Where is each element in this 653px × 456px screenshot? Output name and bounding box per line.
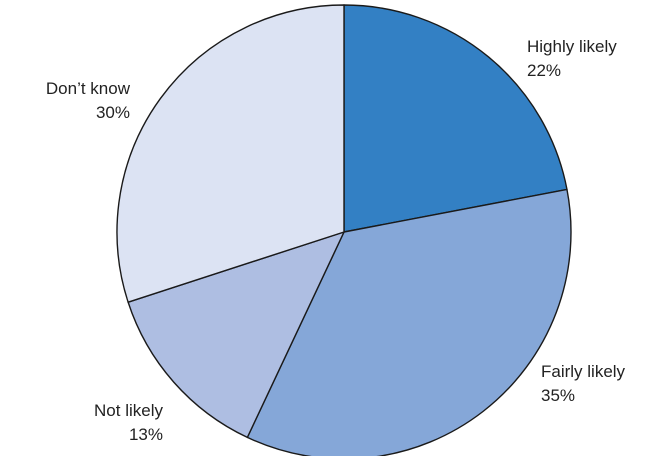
pie-labels: Highly likely 22% Fairly likely 35% Not like…	[46, 37, 626, 444]
pie-slice-highly-likely	[343, 4, 568, 233]
pie-slice-not-likely	[127, 231, 345, 439]
pie-slice-fairly-likely	[246, 188, 572, 456]
slice-value-label: 30%	[96, 103, 130, 122]
slice-category-label: Highly likely	[527, 37, 617, 56]
slice-category-label: Fairly likely	[541, 362, 626, 381]
slice-value-label: 22%	[527, 61, 561, 80]
pie-slices	[116, 4, 572, 456]
slice-value-label: 35%	[541, 386, 575, 405]
slice-value-label: 13%	[129, 425, 163, 444]
slice-category-label: Don’t know	[46, 79, 131, 98]
pie-slice-don-t-know	[116, 4, 345, 303]
slice-category-label: Not likely	[94, 401, 163, 420]
